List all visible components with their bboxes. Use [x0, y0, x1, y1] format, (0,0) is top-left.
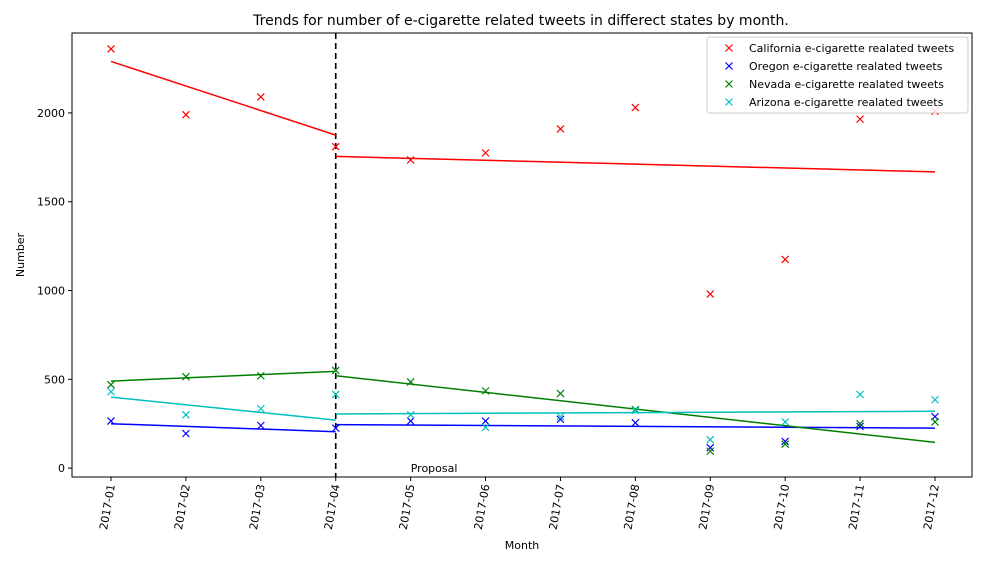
data-point — [406, 378, 415, 386]
y-tick-label: 0 — [58, 462, 65, 475]
data-point — [931, 395, 939, 404]
data-point — [406, 417, 415, 425]
data-point — [331, 366, 340, 375]
data-point — [856, 115, 865, 124]
y-tick-label: 1000 — [37, 285, 65, 298]
trend-line-after — [335, 410, 936, 415]
plot-frame — [71, 32, 973, 478]
y-axis-label: Number — [14, 232, 27, 277]
trend-line-before — [110, 370, 336, 382]
trend-line-after — [335, 423, 936, 429]
data-point — [256, 93, 265, 101]
data-point — [856, 390, 865, 399]
legend-marker — [725, 62, 733, 70]
data-point — [631, 418, 640, 427]
legend-label: California e-cigarette realated tweets — [749, 42, 955, 55]
x-tick-label: 2017-05 — [397, 483, 418, 531]
plot-area: Proposal — [107, 33, 939, 477]
data-point — [706, 443, 715, 452]
data-point — [331, 142, 340, 151]
legend-box — [706, 36, 969, 114]
data-point — [256, 421, 265, 430]
data-point — [181, 372, 190, 381]
data-point — [706, 447, 715, 456]
data-point — [406, 410, 415, 419]
x-tick-label: 2017-12 — [921, 483, 942, 531]
proposal-annotation: Proposal — [411, 462, 458, 475]
legend-marker — [725, 44, 733, 52]
data-point — [631, 405, 640, 414]
data-point — [481, 423, 490, 432]
legend-label: Nevada e-cigarette realated tweets — [749, 78, 944, 91]
data-point — [556, 415, 565, 424]
data-point — [706, 290, 715, 298]
data-point — [481, 386, 490, 395]
trend-line-before — [110, 422, 336, 433]
data-point — [856, 422, 865, 431]
legend-label: Oregon e-cigarette realated tweets — [749, 60, 943, 73]
x-axis-label: Month — [505, 539, 540, 552]
y-tick-label: 500 — [44, 373, 65, 386]
x-tick-label: 2017-01 — [97, 483, 118, 531]
x-tick-label: 2017-04 — [322, 483, 343, 531]
trend-line-before — [110, 60, 336, 136]
data-point — [107, 417, 115, 425]
data-point — [331, 424, 340, 433]
data-point — [107, 45, 115, 53]
data-point — [781, 418, 790, 426]
data-point — [256, 371, 265, 380]
data-point — [406, 156, 415, 164]
x-tick-label: 2017-09 — [696, 483, 717, 531]
legend-marker — [725, 80, 733, 88]
data-point — [781, 440, 790, 449]
x-tick-label: 2017-06 — [472, 483, 493, 531]
data-point — [856, 419, 865, 428]
x-tick-label: 2017-08 — [622, 483, 643, 531]
x-tick-label: 2017-11 — [846, 483, 867, 531]
trend-line-after — [335, 155, 936, 173]
x-tick-label: 2017-07 — [547, 483, 568, 531]
data-point — [481, 148, 490, 157]
data-point — [181, 410, 190, 419]
data-point — [556, 389, 565, 398]
trend-line-before — [110, 396, 336, 421]
x-tick-label: 2017-03 — [247, 483, 268, 531]
data-point — [781, 437, 790, 446]
data-point — [331, 390, 340, 399]
y-tick-label: 2000 — [37, 107, 65, 120]
x-tick-label: 2017-10 — [771, 483, 792, 531]
legend-marker — [725, 98, 733, 106]
data-point — [556, 412, 565, 421]
data-point — [181, 429, 190, 438]
legend-label: Arizona e-cigarette realated tweets — [749, 96, 944, 109]
data-point — [107, 387, 115, 396]
data-point — [256, 404, 265, 413]
data-point — [481, 417, 490, 425]
x-tick-label: 2017-02 — [172, 483, 193, 531]
data-point — [781, 255, 790, 264]
data-point — [181, 110, 190, 119]
data-point — [631, 406, 640, 415]
data-point — [706, 435, 715, 444]
legend: California e-cigarette realated tweets Or… — [706, 36, 969, 114]
data-point — [107, 380, 115, 389]
chart-title: Trends for number of e-cigarette related… — [252, 13, 789, 29]
data-point — [631, 103, 640, 112]
data-point — [931, 418, 939, 426]
y-tick-label: 1500 — [37, 196, 65, 209]
data-point — [556, 124, 565, 133]
